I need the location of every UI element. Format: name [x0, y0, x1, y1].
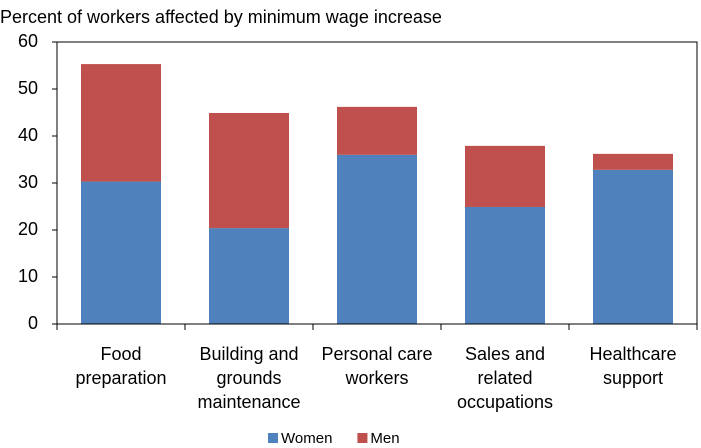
x-tick-label: Personal care workers	[321, 344, 432, 388]
bar-segment	[209, 228, 289, 324]
x-tick-label: Food preparation	[75, 344, 166, 388]
bar-segment	[209, 112, 289, 229]
y-tick-label: 40	[18, 125, 38, 145]
y-tick-label: 20	[18, 219, 38, 239]
x-tick-label: Sales and related occupations	[457, 344, 553, 412]
x-tick-label: Building and grounds maintenance	[197, 344, 300, 412]
bar-segment	[465, 206, 545, 324]
bar-segment	[593, 169, 673, 324]
bar-segment	[593, 153, 673, 170]
chart-title: Percent of workers affected by minimum w…	[0, 7, 442, 27]
y-tick-label: 10	[18, 266, 38, 286]
legend-swatch	[357, 433, 368, 443]
x-tick-label: Healthcare support	[589, 344, 676, 388]
bar-segment	[81, 64, 161, 182]
y-tick-label: 60	[18, 31, 38, 51]
legend-label: Men	[370, 430, 399, 447]
legend-swatch	[268, 433, 278, 443]
y-tick-label: 50	[18, 78, 38, 98]
bar-segment	[81, 181, 161, 324]
bar-segment	[465, 145, 545, 207]
legend-label: Women	[281, 430, 332, 447]
plot-frame	[56, 41, 698, 325]
bar-segment	[337, 154, 417, 324]
bar-segment	[337, 106, 417, 155]
y-tick-label: 0	[28, 313, 38, 333]
y-tick-label: 30	[18, 172, 38, 192]
